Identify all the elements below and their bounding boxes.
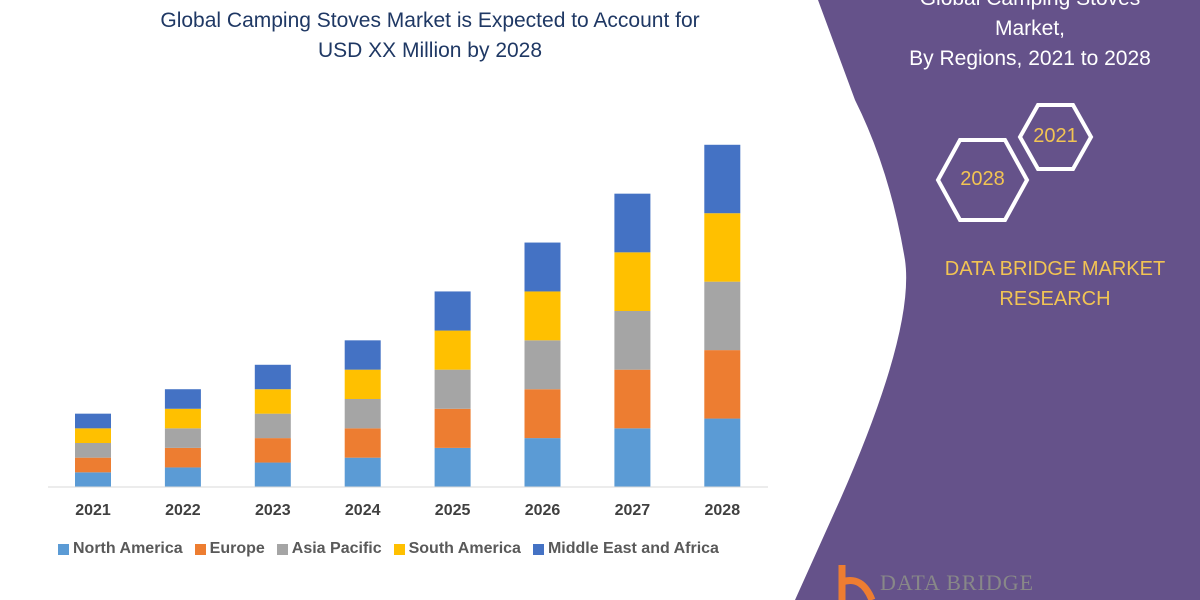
bar-segment-2024-middle-east-and-africa [344,340,381,370]
hex-label-2021: 2021 [1033,125,1078,147]
side-title-line-2: By Regions, 2021 to 2028 [909,47,1151,70]
title-line-1: Global Camping Stoves Market is Expected… [160,9,700,32]
bar-segment-2021-asia-pacific [75,443,111,458]
bar-segment-2023-middle-east-and-africa [254,364,291,390]
bar-segment-2026-middle-east-and-africa [524,242,561,292]
logo-text: DATA BRIDGE [880,570,1035,595]
bar-segment-2028-south-america [704,213,741,282]
hex-label-2028: 2028 [960,168,1005,190]
bar-segment-2025-south-america [434,330,471,370]
bar-segment-2021-south-america [75,428,111,443]
brand-line-2: RESEARCH [999,288,1111,310]
brand-text: DATA BRIDGE MARKET RESEARCH [915,254,1195,314]
bar-segment-2022-north-america [164,467,201,487]
bar-segment-2025-middle-east-and-africa [434,291,471,331]
legend-label: North America [73,540,183,557]
x-tick-label: 2024 [344,502,381,519]
hexagon-2021-icon [1017,103,1094,171]
bar-segment-2028-europe [704,350,741,419]
legend-swatch [194,543,206,555]
x-tick-label: 2023 [255,502,291,519]
bar-segment-2026-europe [524,389,561,439]
bar-segment-2026-asia-pacific [524,340,561,390]
legend-swatch [393,543,405,555]
legend-item: North America [58,540,183,558]
bar-segment-2024-asia-pacific [344,399,381,429]
bar-segment-2028-asia-pacific [704,281,741,351]
x-tick-label: 2027 [614,502,651,519]
bar-segment-2021-middle-east-and-africa [75,413,111,429]
bar-segment-2026-north-america [524,438,561,487]
legend-item: Asia Pacific [276,540,382,558]
bar-segment-2027-middle-east-and-africa [614,193,651,253]
bar-segment-2028-middle-east-and-africa [704,144,741,214]
bar-segment-2027-north-america [614,428,651,487]
legend: North America Europe Asia Pacific South Ame… [58,540,719,558]
bar-segment-2025-europe [434,408,471,448]
legend-item: Europe [194,540,265,558]
bar-segment-2024-south-america [344,369,381,399]
brand-line-1: DATA BRIDGE MARKET [944,258,1166,280]
bar-segment-2025-north-america [434,447,471,487]
x-tick-label: 2026 [524,502,561,519]
title-line-2: USD XX Million by 2028 [317,39,543,62]
x-tick-label: 2021 [75,502,111,519]
side-title: Global Camping Stoves Market, By Regions,… [900,0,1160,74]
bar-segment-2025-asia-pacific [434,369,471,409]
chart-title: Global Camping Stoves Market is Expected… [80,6,780,66]
bar-segment-2027-south-america [614,252,651,311]
bar-segment-2022-europe [164,447,201,468]
legend-label: Asia Pacific [291,540,382,557]
purple-side-panel [795,0,1200,600]
bar-segment-2023-asia-pacific [254,413,291,439]
legend-swatch [532,543,544,555]
bar-segment-2027-asia-pacific [614,311,651,370]
legend-label: South America [408,540,521,557]
legend-swatch [58,543,69,555]
bar-segment-2022-asia-pacific [164,428,201,448]
bar-segment-2023-north-america [254,462,291,487]
side-title-line-1: Global Camping Stoves Market, [920,0,1141,40]
x-tick-label: 2028 [704,502,741,519]
legend-label: Middle East and Africa [547,540,719,557]
bar-segment-2027-europe [614,369,651,429]
legend-label: Europe [209,540,265,557]
legend-swatch [276,543,288,555]
bar-segment-2023-europe [254,438,291,463]
bar-segment-2024-north-america [344,457,381,487]
bar-segment-2021-europe [75,457,111,473]
legend-item: Middle East and Africa [532,540,719,558]
bar-segment-2021-north-america [75,472,111,487]
logo-icon [838,565,876,600]
x-tick-label: 2022 [165,502,201,519]
bar-segment-2024-europe [344,428,381,458]
x-tick-label: 2025 [434,502,471,519]
bar-segment-2022-middle-east-and-africa [164,389,201,409]
bar-segment-2028-north-america [704,418,741,487]
bar-segment-2023-south-america [254,389,291,414]
bar-segment-2022-south-america [164,408,201,429]
bar-segment-2026-south-america [524,291,561,341]
hexagon-2028-icon [935,138,1030,222]
legend-item: South America [393,540,521,558]
